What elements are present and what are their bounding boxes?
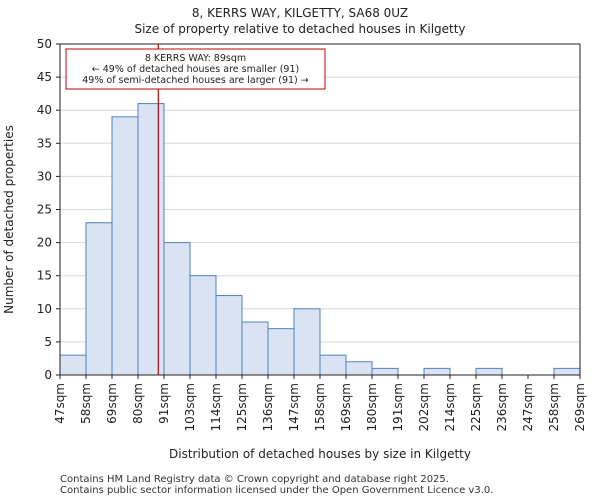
x-tick-label: 58sqm [79, 383, 93, 424]
footer-line-2: Contains public sector information licen… [60, 485, 494, 496]
x-tick-label: 103sqm [183, 383, 197, 431]
y-tick-label: 20 [37, 236, 52, 250]
x-axis-ticks: 47sqm 58sqm 69sqm 80sqm 91sqm 103sqm 114sqm 125… [53, 375, 587, 431]
x-tick-label: 147sqm [287, 383, 301, 431]
annotation-line-3: 49% of semi-detached houses are larger (… [82, 75, 309, 86]
bar-91sqm [163, 242, 191, 376]
x-tick-label: 236sqm [495, 383, 509, 431]
x-tick-label: 47sqm [53, 383, 67, 424]
x-tick-label: 191sqm [391, 383, 405, 431]
x-tick-label: 269sqm [573, 383, 587, 431]
y-tick-label: 30 [37, 169, 52, 183]
y-axis-ticks: 0 5 10 15 20 25 30 35 40 45 50 [37, 37, 60, 382]
bar-69sqm [111, 116, 139, 376]
y-tick-label: 15 [37, 269, 52, 283]
chart-title: 8, KERRS WAY, KILGETTY, SA68 0UZ [192, 6, 408, 20]
x-tick-label: 247sqm [521, 383, 535, 431]
y-axis-label: Number of detached properties [2, 125, 16, 314]
bar-136sqm [267, 328, 295, 376]
annotation-line-1: 8 KERRS WAY: 89sqm [145, 53, 246, 64]
annotation-box: 8 KERRS WAY: 89sqm ← 49% of detached hou… [65, 48, 326, 90]
bar-103sqm [189, 275, 217, 376]
y-tick-label: 40 [37, 103, 52, 117]
y-tick-label: 0 [44, 368, 52, 382]
chart-subtitle: Size of property relative to detached ho… [134, 22, 465, 36]
x-axis-label: Distribution of detached houses by size … [169, 447, 471, 461]
x-tick-label: 169sqm [339, 383, 353, 431]
bar-258sqm [553, 367, 581, 376]
bar-125sqm [241, 321, 269, 376]
y-tick-label: 5 [44, 335, 52, 349]
x-tick-label: 80sqm [131, 383, 145, 424]
x-tick-label: 180sqm [365, 383, 379, 431]
y-tick-label: 10 [37, 302, 52, 316]
annotation-line-2: ← 49% of detached houses are smaller (91… [92, 64, 299, 75]
x-tick-label: 136sqm [261, 383, 275, 431]
bar-147sqm [293, 308, 321, 376]
bar-114sqm [215, 295, 243, 376]
x-tick-label: 125sqm [235, 383, 249, 431]
x-tick-label: 91sqm [157, 383, 171, 424]
bar-80sqm [137, 103, 165, 376]
x-tick-label: 158sqm [313, 383, 327, 431]
bars-group [59, 103, 581, 376]
footer-line-1: Contains HM Land Registry data © Crown c… [60, 474, 449, 485]
bar-169sqm [345, 361, 373, 376]
y-tick-label: 25 [37, 203, 52, 217]
x-tick-label: 214sqm [443, 383, 457, 431]
x-tick-label: 114sqm [209, 383, 223, 431]
x-tick-label: 202sqm [417, 383, 431, 431]
bar-158sqm [319, 354, 347, 376]
y-tick-label: 45 [37, 70, 52, 84]
bar-225sqm [475, 367, 503, 376]
bar-180sqm [371, 367, 399, 376]
x-tick-label: 225sqm [469, 383, 483, 431]
bar-58sqm [85, 222, 113, 376]
bar-47sqm [59, 354, 87, 376]
y-tick-label: 35 [37, 136, 52, 150]
plot-frame [59, 43, 581, 376]
y-tick-label: 50 [37, 37, 52, 51]
bar-202sqm [423, 367, 451, 376]
x-tick-label: 69sqm [105, 383, 119, 424]
x-tick-label: 258sqm [547, 383, 561, 431]
